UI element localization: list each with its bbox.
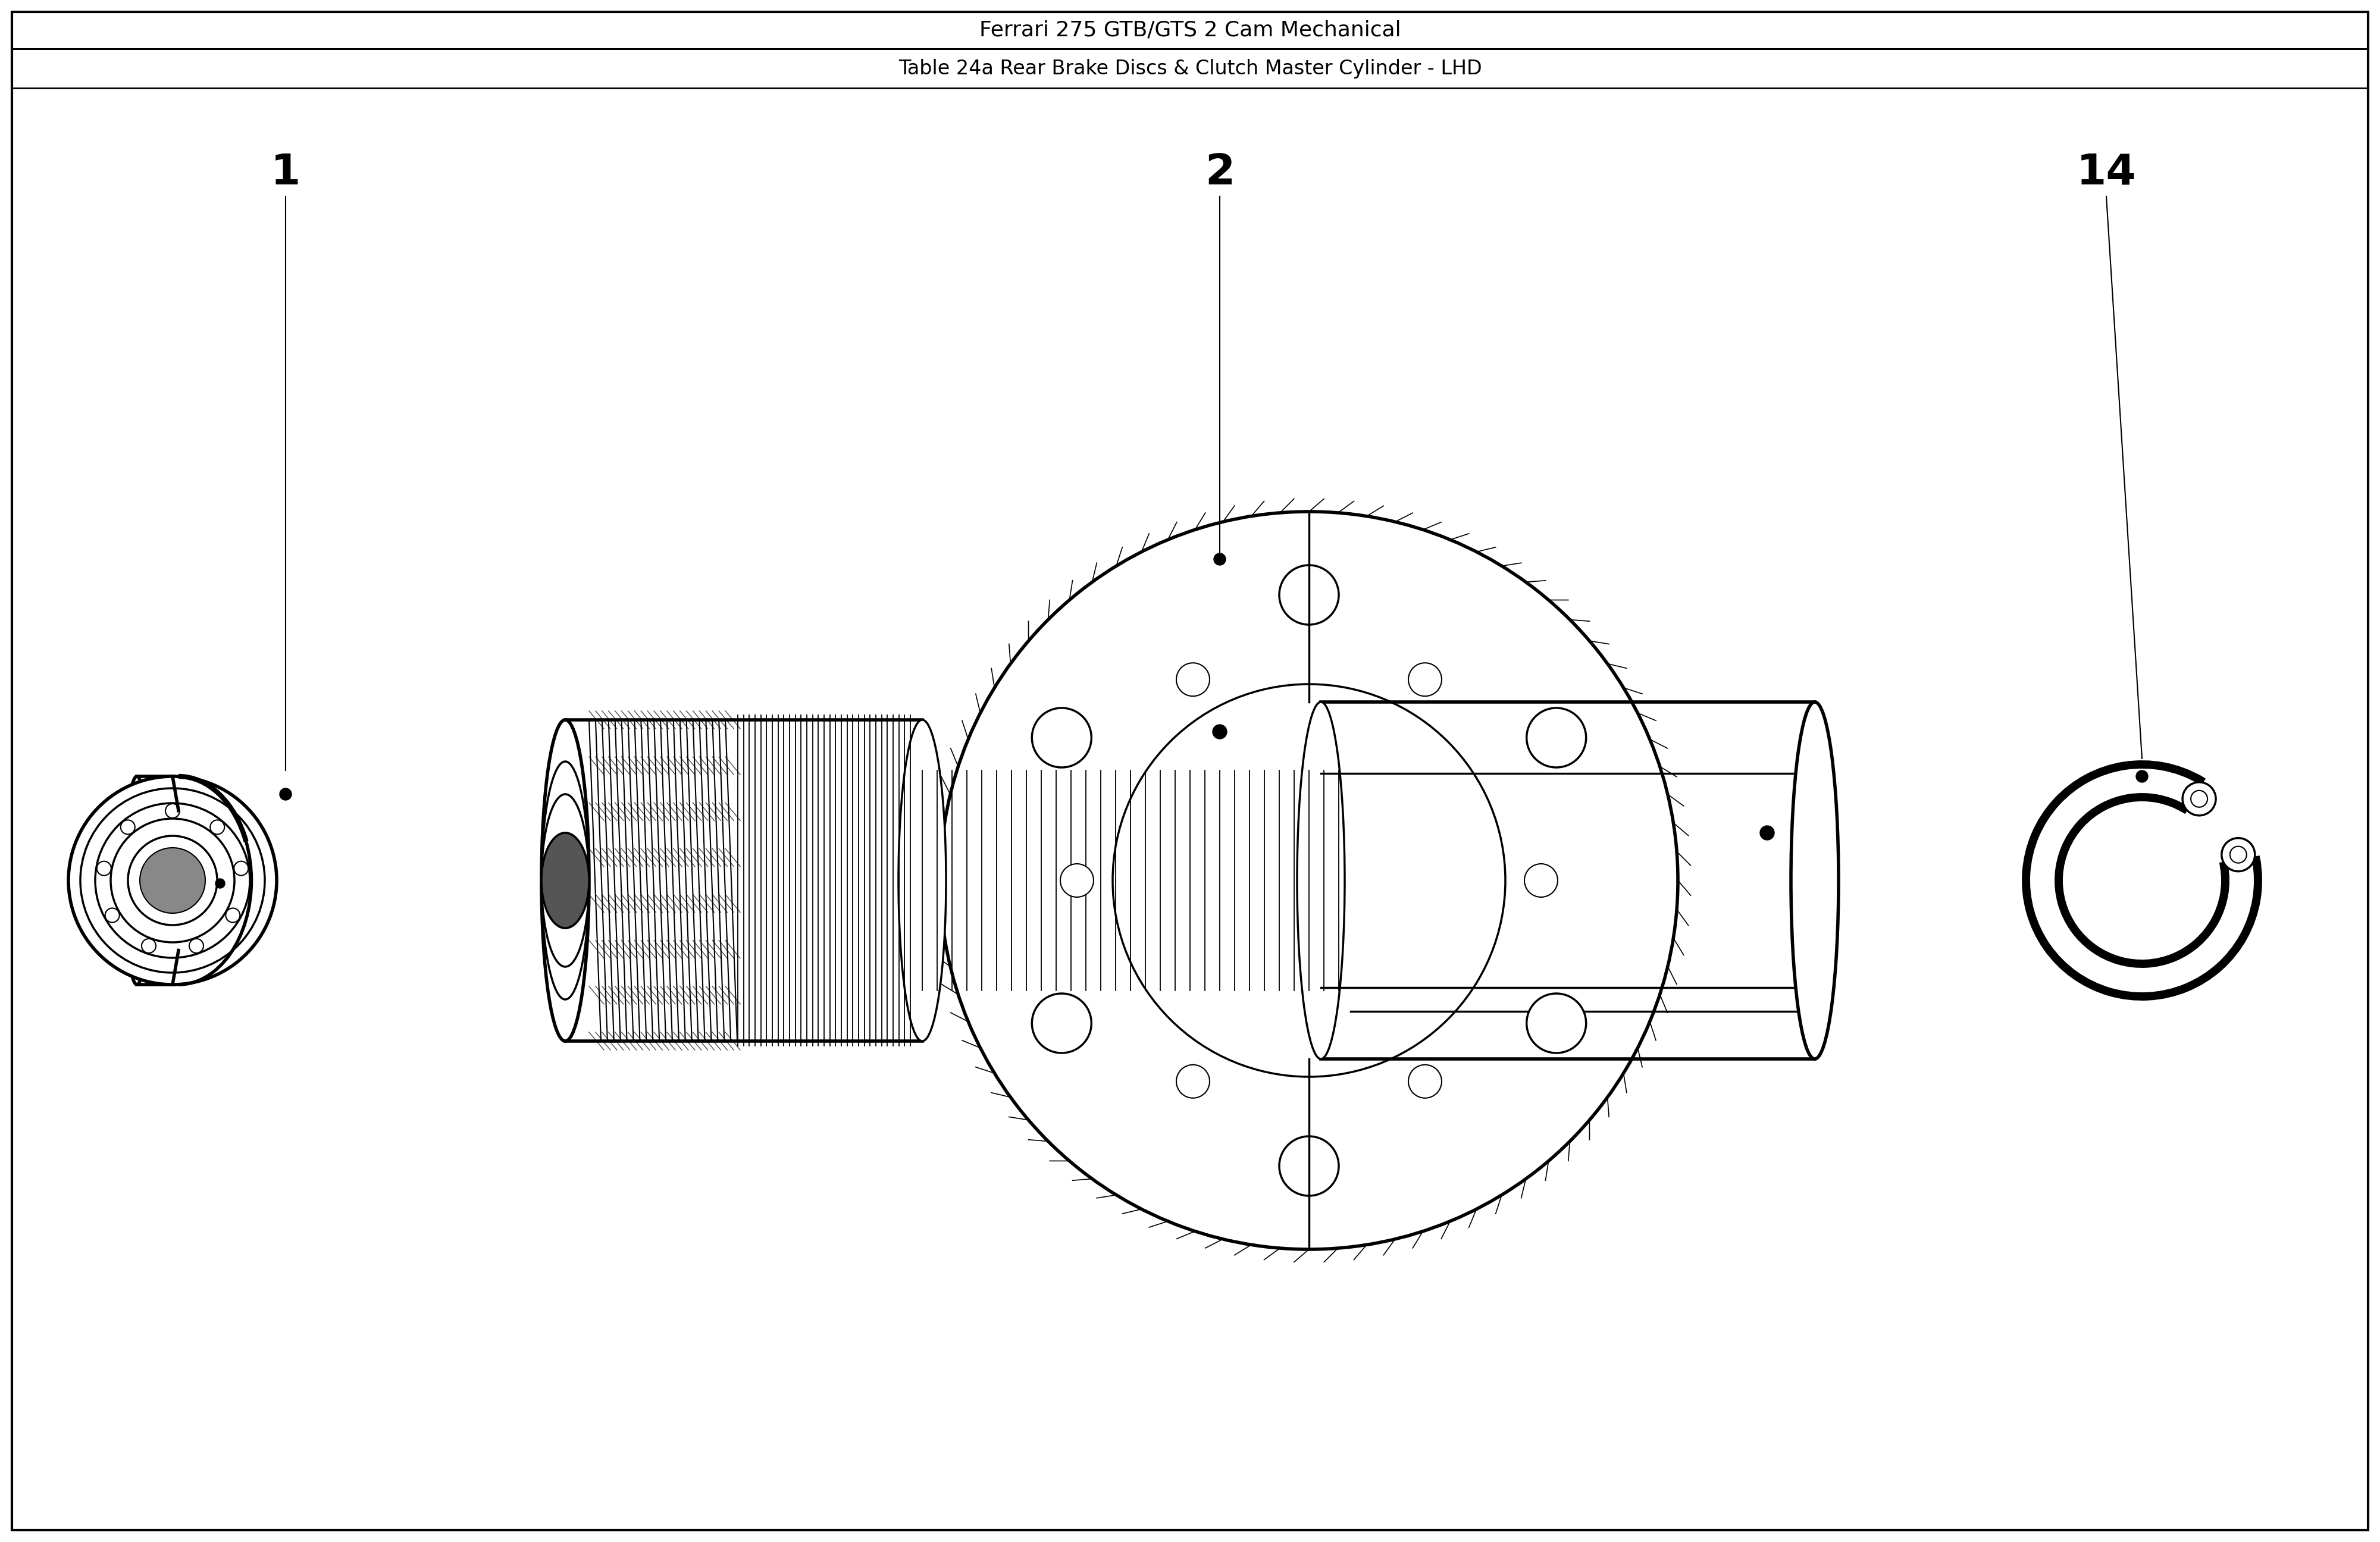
Circle shape [105,908,119,922]
Circle shape [1214,725,1228,739]
Circle shape [1214,554,1226,566]
Circle shape [1409,1064,1442,1098]
Circle shape [69,776,276,985]
Circle shape [1280,566,1338,625]
Circle shape [140,939,155,953]
Circle shape [214,879,224,888]
Ellipse shape [1792,702,1837,1059]
Circle shape [233,862,248,876]
Text: 1: 1 [271,153,300,193]
Circle shape [281,788,290,800]
Text: Ferrari 275 GTB/GTS 2 Cam Mechanical: Ferrari 275 GTB/GTS 2 Cam Mechanical [978,20,1402,40]
Circle shape [140,848,205,913]
Text: 2: 2 [1204,153,1235,193]
Text: 14: 14 [2075,153,2137,193]
Circle shape [1033,993,1092,1053]
Circle shape [226,908,240,922]
Circle shape [2221,837,2254,871]
Circle shape [1280,1136,1338,1195]
Bar [12,12,2368,49]
Circle shape [1761,825,1775,840]
Circle shape [1526,708,1585,768]
Circle shape [1061,864,1095,897]
Circle shape [940,512,1678,1249]
Circle shape [1176,1064,1209,1098]
Circle shape [2137,771,2147,782]
Ellipse shape [900,720,947,1041]
Ellipse shape [1297,702,1345,1059]
Circle shape [121,820,136,834]
Circle shape [2192,791,2209,806]
Circle shape [209,820,224,834]
Circle shape [98,862,112,876]
Bar [12,49,2368,88]
Circle shape [1523,864,1557,897]
Ellipse shape [543,833,590,928]
Circle shape [2182,782,2216,816]
Circle shape [1526,993,1585,1053]
Circle shape [1033,708,1092,768]
Ellipse shape [124,776,148,985]
Circle shape [1409,663,1442,695]
Circle shape [1176,663,1209,695]
Circle shape [2230,847,2247,864]
Text: Table 24a Rear Brake Discs & Clutch Master Cylinder - LHD: Table 24a Rear Brake Discs & Clutch Mast… [897,59,1483,79]
Circle shape [190,939,205,953]
Circle shape [167,803,181,817]
Circle shape [129,836,217,925]
Ellipse shape [543,720,590,1041]
Circle shape [109,819,233,942]
